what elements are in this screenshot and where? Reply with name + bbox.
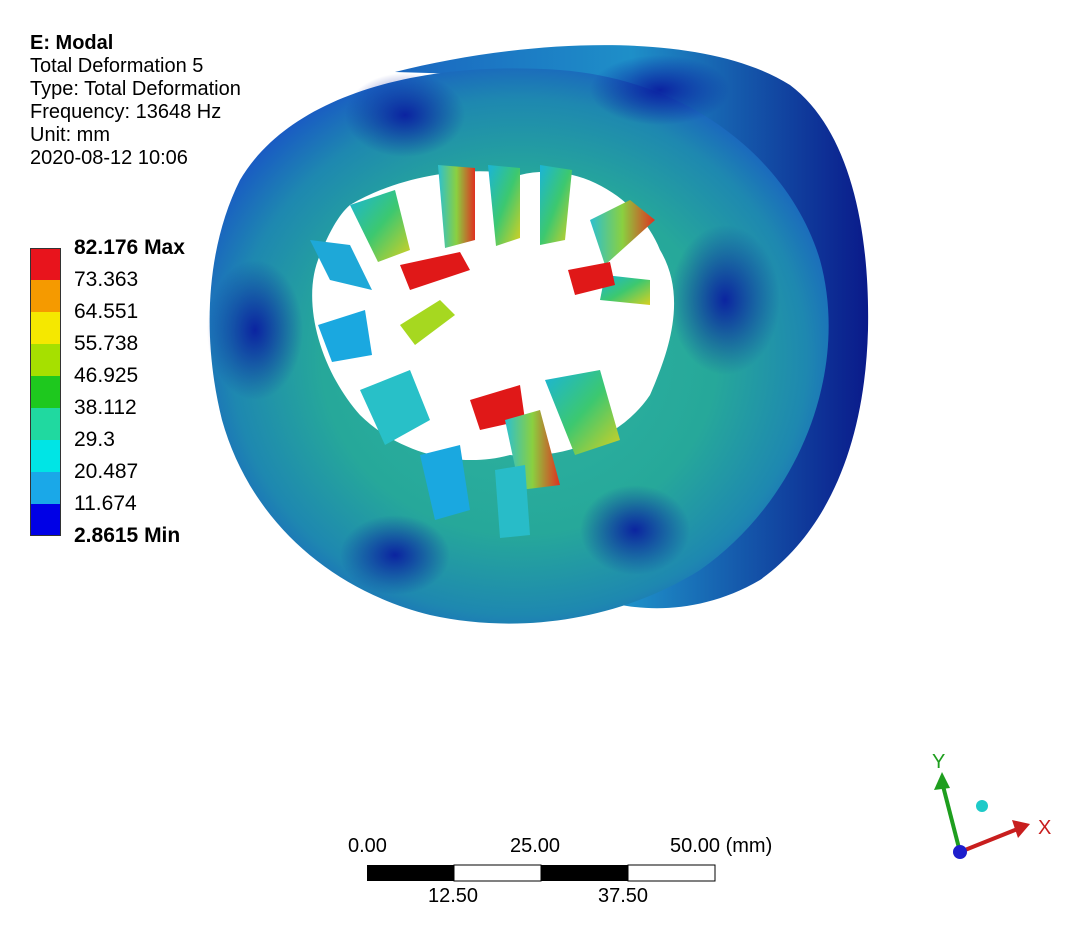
legend-level-label: 55.738 (74, 332, 139, 355)
legend-swatch-4 (30, 344, 61, 376)
scale-label-37-5: 37.50 (598, 885, 649, 907)
legend-swatch-3 (30, 312, 61, 344)
legend-swatch-8 (30, 472, 61, 504)
low-deformation-region (590, 55, 730, 125)
legend-swatch-2 (30, 280, 61, 312)
gear-tooth (488, 165, 520, 246)
legend-min-label: 2.8615 Min (74, 524, 181, 547)
analysis-title: E: Modal (30, 32, 114, 54)
gear-tooth (540, 165, 572, 245)
scale-label-12-5: 12.50 (428, 885, 479, 907)
scale-label-25: 25.00 (510, 835, 561, 857)
gear-tooth (495, 465, 530, 538)
x-axis-arrowhead (1012, 820, 1030, 838)
result-name: Total Deformation 5 (30, 55, 204, 77)
gear-tooth (400, 300, 455, 345)
gear-tooth (360, 370, 430, 445)
x-axis-label: X (1038, 817, 1051, 839)
low-deformation-region (580, 485, 690, 575)
result-unit: Unit: mm (30, 124, 110, 146)
low-deformation-region (340, 515, 450, 595)
gear-tooth (568, 262, 615, 295)
scale-label-0: 0.00 (348, 835, 387, 857)
low-deformation-region (670, 225, 780, 375)
gear-tooth (318, 310, 372, 362)
result-info: E: Modal Total Deformation 5 Type: Total… (30, 32, 241, 170)
y-axis-arrowhead (934, 772, 950, 790)
legend-swatch-9 (30, 504, 61, 536)
scale-bar-graphic (367, 864, 716, 882)
z-axis-origin (953, 845, 967, 859)
result-type: Type: Total Deformation (30, 78, 241, 100)
legend-level-label: 11.674 (74, 492, 137, 515)
legend-swatch-1 (30, 248, 61, 280)
legend-level-label: 38.112 (74, 396, 137, 419)
low-deformation-region (207, 260, 303, 400)
result-timestamp: 2020-08-12 10:06 (30, 147, 188, 169)
legend-level-label: 64.551 (74, 300, 139, 323)
result-frequency: Frequency: 13648 Hz (30, 101, 222, 123)
gear-tooth (350, 190, 410, 262)
legend-max-label: 82.176 Max (74, 236, 185, 259)
y-axis-label: Y (932, 751, 945, 773)
gear-tooth (400, 252, 470, 290)
legend-swatch-7 (30, 440, 61, 472)
legend-swatch-6 (30, 408, 61, 440)
legend-level-label: 46.925 (74, 364, 139, 387)
scale-bar: 0.00 25.00 50.00 (mm) 12.50 37.50 (340, 835, 772, 945)
scale-label-50: 50.00 (mm) (670, 835, 773, 857)
x-axis-arrow (959, 826, 1021, 854)
gear-tooth (590, 200, 655, 265)
low-deformation-region (345, 73, 465, 157)
legend-swatch-5 (30, 376, 61, 408)
axis-triad[interactable]: Y X (920, 750, 1060, 870)
legend-level-label: 29.3 (74, 428, 115, 451)
gear-tooth (545, 370, 620, 455)
gear-tooth (438, 165, 475, 248)
iso-view-ball[interactable] (976, 800, 988, 812)
legend-level-label: 73.363 (74, 268, 139, 291)
y-axis-arrow (940, 781, 962, 853)
gear-tooth (310, 240, 372, 290)
legend-level-label: 20.487 (74, 460, 139, 483)
gear-tooth (420, 445, 470, 520)
